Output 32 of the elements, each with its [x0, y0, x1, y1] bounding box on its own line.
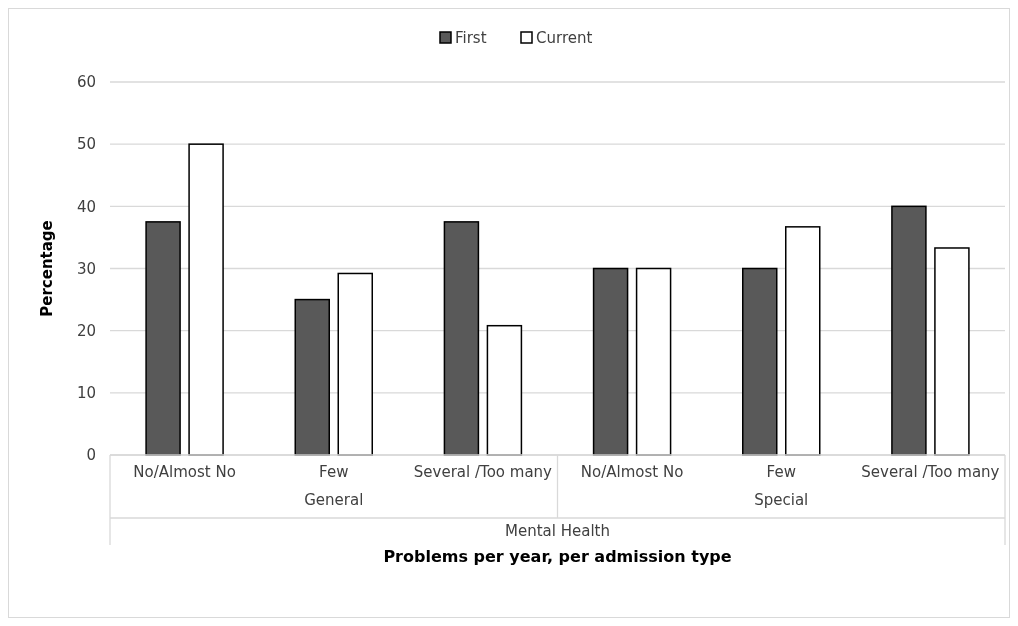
x-axis-title: Problems per year, per admission type — [383, 547, 732, 566]
bar — [443, 221, 480, 456]
bar — [934, 247, 970, 456]
text: General — [304, 491, 364, 509]
bar — [742, 267, 778, 456]
bar — [145, 221, 181, 456]
y-tick-label: 50 — [76, 135, 96, 154]
y-tick-label: 0 — [86, 446, 96, 465]
bar — [337, 272, 373, 456]
legend-label: Current — [536, 29, 593, 48]
bar — [486, 324, 523, 456]
x-tick-label: No/Almost No — [580, 463, 684, 481]
y-tick-label: 10 — [76, 384, 96, 403]
x-tick-label: No/Almost No — [133, 463, 236, 481]
bar — [294, 298, 330, 456]
y-tick-label: 30 — [76, 259, 96, 278]
bar — [188, 143, 224, 456]
y-tick-label: 60 — [76, 73, 96, 92]
y-axis-title: Percentage — [38, 220, 56, 317]
x-tick-label: Few — [766, 463, 796, 481]
y-tick-label: 20 — [76, 321, 96, 340]
x-tick-label: Few — [319, 463, 349, 481]
bar — [592, 267, 629, 456]
x-tick-label: Several /Too many — [861, 463, 1000, 481]
bar — [785, 226, 821, 456]
text: Mental Health — [505, 522, 610, 540]
text: Special — [754, 491, 809, 509]
bar — [635, 267, 672, 456]
x-tick-label: Several /Too many — [413, 463, 553, 481]
y-tick-label: 40 — [76, 197, 96, 216]
legend-label: First — [455, 29, 487, 48]
bar — [891, 205, 927, 456]
